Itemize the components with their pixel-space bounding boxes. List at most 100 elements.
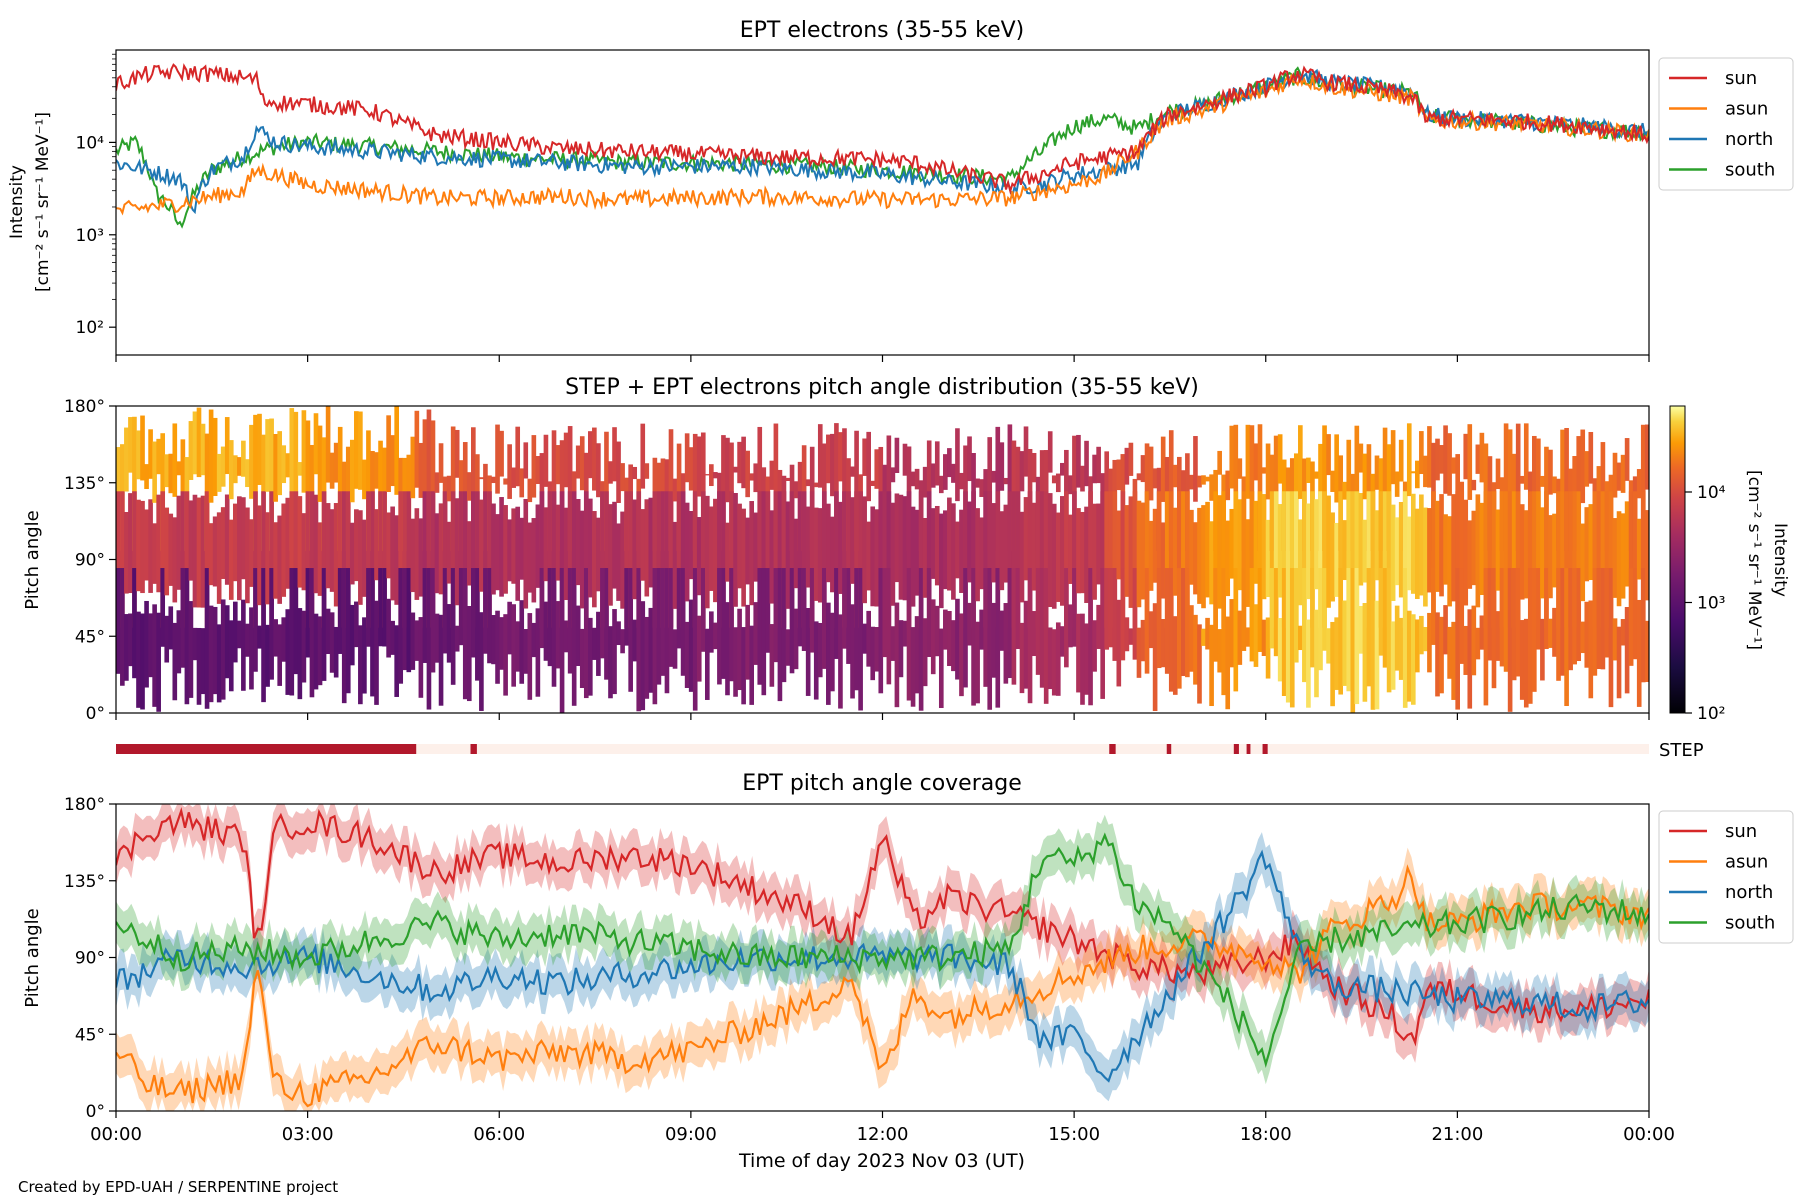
heatmap-cell (285, 453, 291, 478)
heatmap-cell (1435, 612, 1440, 697)
xtick-label: 15:00 (1048, 1124, 1100, 1145)
heatmap-cell (374, 452, 379, 489)
heatmap-cell (499, 497, 504, 597)
heatmap-cell (329, 612, 335, 673)
heatmap-cell (809, 568, 815, 653)
heatmap-cell (430, 568, 436, 673)
heatmap-cell (172, 517, 178, 603)
step-bar-segment (1166, 744, 1172, 754)
heatmap-cell (1197, 624, 1202, 704)
legend-label-asun: asun (1725, 99, 1768, 120)
heatmap-cell (426, 409, 432, 551)
heatmap-cell (1229, 599, 1235, 668)
heatmap-cell (1467, 520, 1473, 589)
heatmap-cell (1253, 500, 1259, 584)
heatmap-cell (1439, 445, 1444, 474)
heatmap-cell (1172, 616, 1178, 695)
heatmap-cell (366, 568, 371, 647)
heatmap-cell (862, 496, 867, 604)
heatmap-cell (337, 568, 343, 654)
heatmap-cell (333, 503, 339, 607)
heatmap-cell (644, 616, 650, 699)
heatmap-cell (341, 568, 347, 704)
heatmap-cell (801, 568, 807, 651)
heatmap-cell (237, 620, 242, 649)
heatmap-cell (273, 619, 278, 657)
heatmap-cell (1443, 605, 1448, 655)
heatmap-cell (1584, 451, 1590, 487)
step-bar-segment (1109, 744, 1116, 754)
heatmap-cell (596, 611, 601, 676)
heatmap-cell (1398, 439, 1404, 482)
heatmap-cell (1172, 464, 1178, 488)
heatmap-cell (862, 438, 867, 476)
heatmap-cell (1628, 568, 1634, 666)
heatmap-cell (1640, 568, 1646, 683)
heatmap-cell (1342, 520, 1348, 581)
heatmap-cell (1205, 617, 1210, 650)
heatmap-cell (826, 503, 831, 583)
heatmap-cell (1055, 473, 1061, 493)
heatmap-cell (1269, 491, 1275, 628)
heatmap-cell (1415, 619, 1420, 673)
heatmap-cell (616, 621, 621, 646)
heatmap-cell (575, 605, 581, 666)
heatmap-cell (636, 568, 642, 712)
heatmap-cell (555, 601, 561, 669)
heatmap-cell (188, 500, 194, 581)
heatmap-cell (1382, 491, 1388, 628)
heatmap-cell (1592, 568, 1598, 676)
heatmap-cell (1318, 491, 1323, 628)
heatmap-cell (672, 629, 678, 669)
heatmap-cell (212, 516, 218, 587)
heatmap-cell (1120, 568, 1126, 661)
heatmap-cell (176, 495, 182, 590)
heatmap-cell (874, 449, 880, 489)
heatmap-cell (648, 497, 654, 588)
heatmap-cell (1612, 618, 1618, 661)
heatmap-cell (1144, 491, 1150, 628)
heatmap-cell (620, 629, 625, 654)
heatmap-cell (450, 568, 456, 685)
coverage-title: EPT pitch angle coverage (742, 771, 1022, 796)
step-bar: STEP (116, 740, 1704, 761)
heatmap-cell (349, 522, 355, 585)
heatmap-cell (999, 511, 1005, 591)
heatmap-cell (1370, 568, 1376, 710)
heatmap-cell (1479, 432, 1485, 483)
heatmap-cell (184, 568, 190, 705)
heatmap-cell (301, 610, 307, 683)
heatmap-cell (1314, 499, 1319, 590)
heatmap-cell (1043, 568, 1049, 704)
heatmap-cell (515, 506, 521, 601)
xtick-label: 18:00 (1240, 1124, 1292, 1145)
heatmap-cell (325, 406, 331, 483)
heatmap-cell (228, 440, 234, 500)
heatmap-cell (704, 474, 710, 476)
heatmap-cell (725, 602, 730, 696)
heatmap-cell (729, 491, 734, 628)
heatmap-cell (1491, 568, 1497, 689)
heatmap-cell (1124, 505, 1130, 597)
heatmap-cell (1314, 471, 1319, 479)
heatmap-cell (1197, 507, 1202, 604)
heatmap-cell (882, 568, 888, 658)
heatmap-cell (1144, 568, 1150, 674)
heatmap-cell (471, 427, 476, 551)
ytick-label: 180° (64, 397, 105, 417)
heatmap-cell (1152, 508, 1158, 583)
heatmap-cell (446, 604, 452, 663)
heatmap-cell (1503, 423, 1509, 551)
heatmap-cell (713, 622, 718, 650)
heatmap-cell (971, 568, 976, 706)
heatmap-cell (608, 504, 613, 606)
heatmap-cell (1439, 616, 1444, 694)
heatmap-cell (870, 480, 876, 487)
heatmap-cell (547, 491, 553, 628)
heatmap-cell (1229, 508, 1235, 579)
heatmap-cell (1548, 449, 1553, 495)
heatmap-cell (797, 568, 803, 647)
colorbar-label-1: Intensity (1770, 523, 1790, 597)
heatmap-cell (1080, 465, 1085, 492)
heatmap-cell (289, 491, 295, 628)
